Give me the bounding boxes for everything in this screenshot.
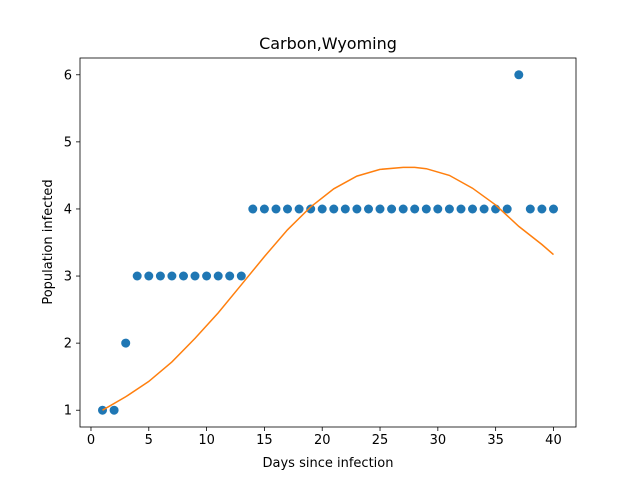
x-tick-label: 15 (256, 433, 273, 448)
data-point (121, 338, 131, 348)
data-point (179, 271, 188, 281)
data-point (294, 204, 304, 214)
data-point (364, 204, 373, 214)
data-point (329, 204, 339, 214)
data-point (213, 271, 223, 281)
data-point (525, 204, 535, 214)
data-point (271, 204, 281, 214)
y-tick-label: 2 (64, 337, 72, 352)
data-point (248, 204, 258, 214)
data-point (502, 204, 512, 214)
x-axis-ticks: 0 5 10 15 20 25 30 35 40 (87, 427, 562, 448)
data-point (109, 405, 119, 415)
y-tick-label: 3 (64, 270, 72, 285)
x-tick-label: 20 (314, 433, 331, 448)
data-point (155, 271, 165, 281)
data-point (537, 204, 547, 214)
data-point (167, 271, 177, 281)
y-axis-ticks: 1 2 3 4 5 6 (64, 68, 80, 419)
data-point (144, 271, 154, 281)
data-point (398, 204, 408, 214)
fit-curve (102, 166, 554, 411)
data-point (283, 204, 292, 214)
data-point (306, 204, 316, 214)
data-point (352, 204, 362, 214)
data-point (433, 204, 443, 214)
data-point (421, 204, 431, 214)
data-point (479, 204, 489, 214)
data-point (225, 271, 235, 281)
data-point (236, 271, 246, 281)
x-tick-label: 35 (487, 433, 504, 448)
data-point (202, 271, 212, 281)
data-point (549, 204, 558, 214)
data-point (317, 204, 327, 214)
data-point (259, 204, 269, 214)
data-point (410, 204, 420, 214)
y-tick-label: 4 (64, 202, 72, 217)
data-point (132, 271, 142, 281)
x-tick-label: 0 (87, 433, 95, 448)
y-tick-label: 5 (64, 135, 72, 150)
x-tick-label: 5 (145, 433, 153, 448)
x-tick-label: 25 (372, 433, 389, 448)
data-point (444, 204, 454, 214)
data-point (387, 204, 397, 214)
x-tick-label: 30 (430, 433, 447, 448)
data-point (514, 70, 524, 80)
y-axis-label: Population infected (41, 179, 56, 304)
data-point (340, 204, 350, 214)
x-tick-label: 40 (545, 433, 562, 448)
data-point (468, 204, 477, 214)
data-point (190, 271, 200, 281)
x-tick-label: 10 (198, 433, 215, 448)
data-point (456, 204, 466, 214)
chart-title: Carbon,Wyoming (259, 34, 397, 53)
data-point (375, 204, 385, 214)
plot-area (79, 57, 577, 428)
x-axis-label: Days since infection (263, 456, 394, 471)
y-tick-label: 1 (64, 404, 72, 419)
y-tick-label: 6 (64, 68, 72, 83)
plot-frame (79, 57, 577, 428)
